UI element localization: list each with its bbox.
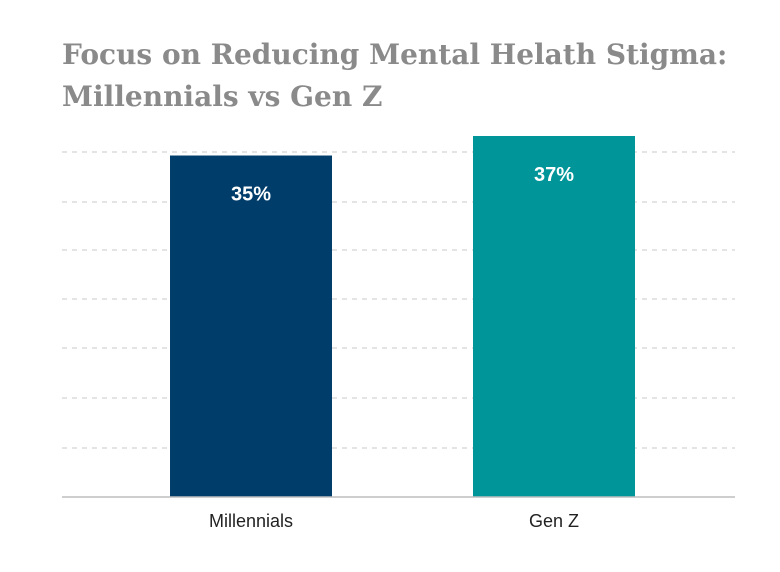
bar-gen-z <box>473 136 635 497</box>
chart-title: Focus on Reducing Mental Helath Stigma: … <box>62 34 752 118</box>
bar-millennials <box>170 155 332 497</box>
category-label: Millennials <box>209 511 293 531</box>
chart-title-line-2: Millennials vs Gen Z <box>62 80 383 113</box>
chart-title-line-1: Focus on Reducing Mental Helath Stigma: <box>62 38 728 71</box>
data-label: 37% <box>534 164 574 186</box>
bars <box>170 136 635 497</box>
data-label: 35% <box>231 184 271 206</box>
category-label: Gen Z <box>529 511 579 531</box>
labels: 35% Millennials 37% Gen Z <box>209 164 579 531</box>
